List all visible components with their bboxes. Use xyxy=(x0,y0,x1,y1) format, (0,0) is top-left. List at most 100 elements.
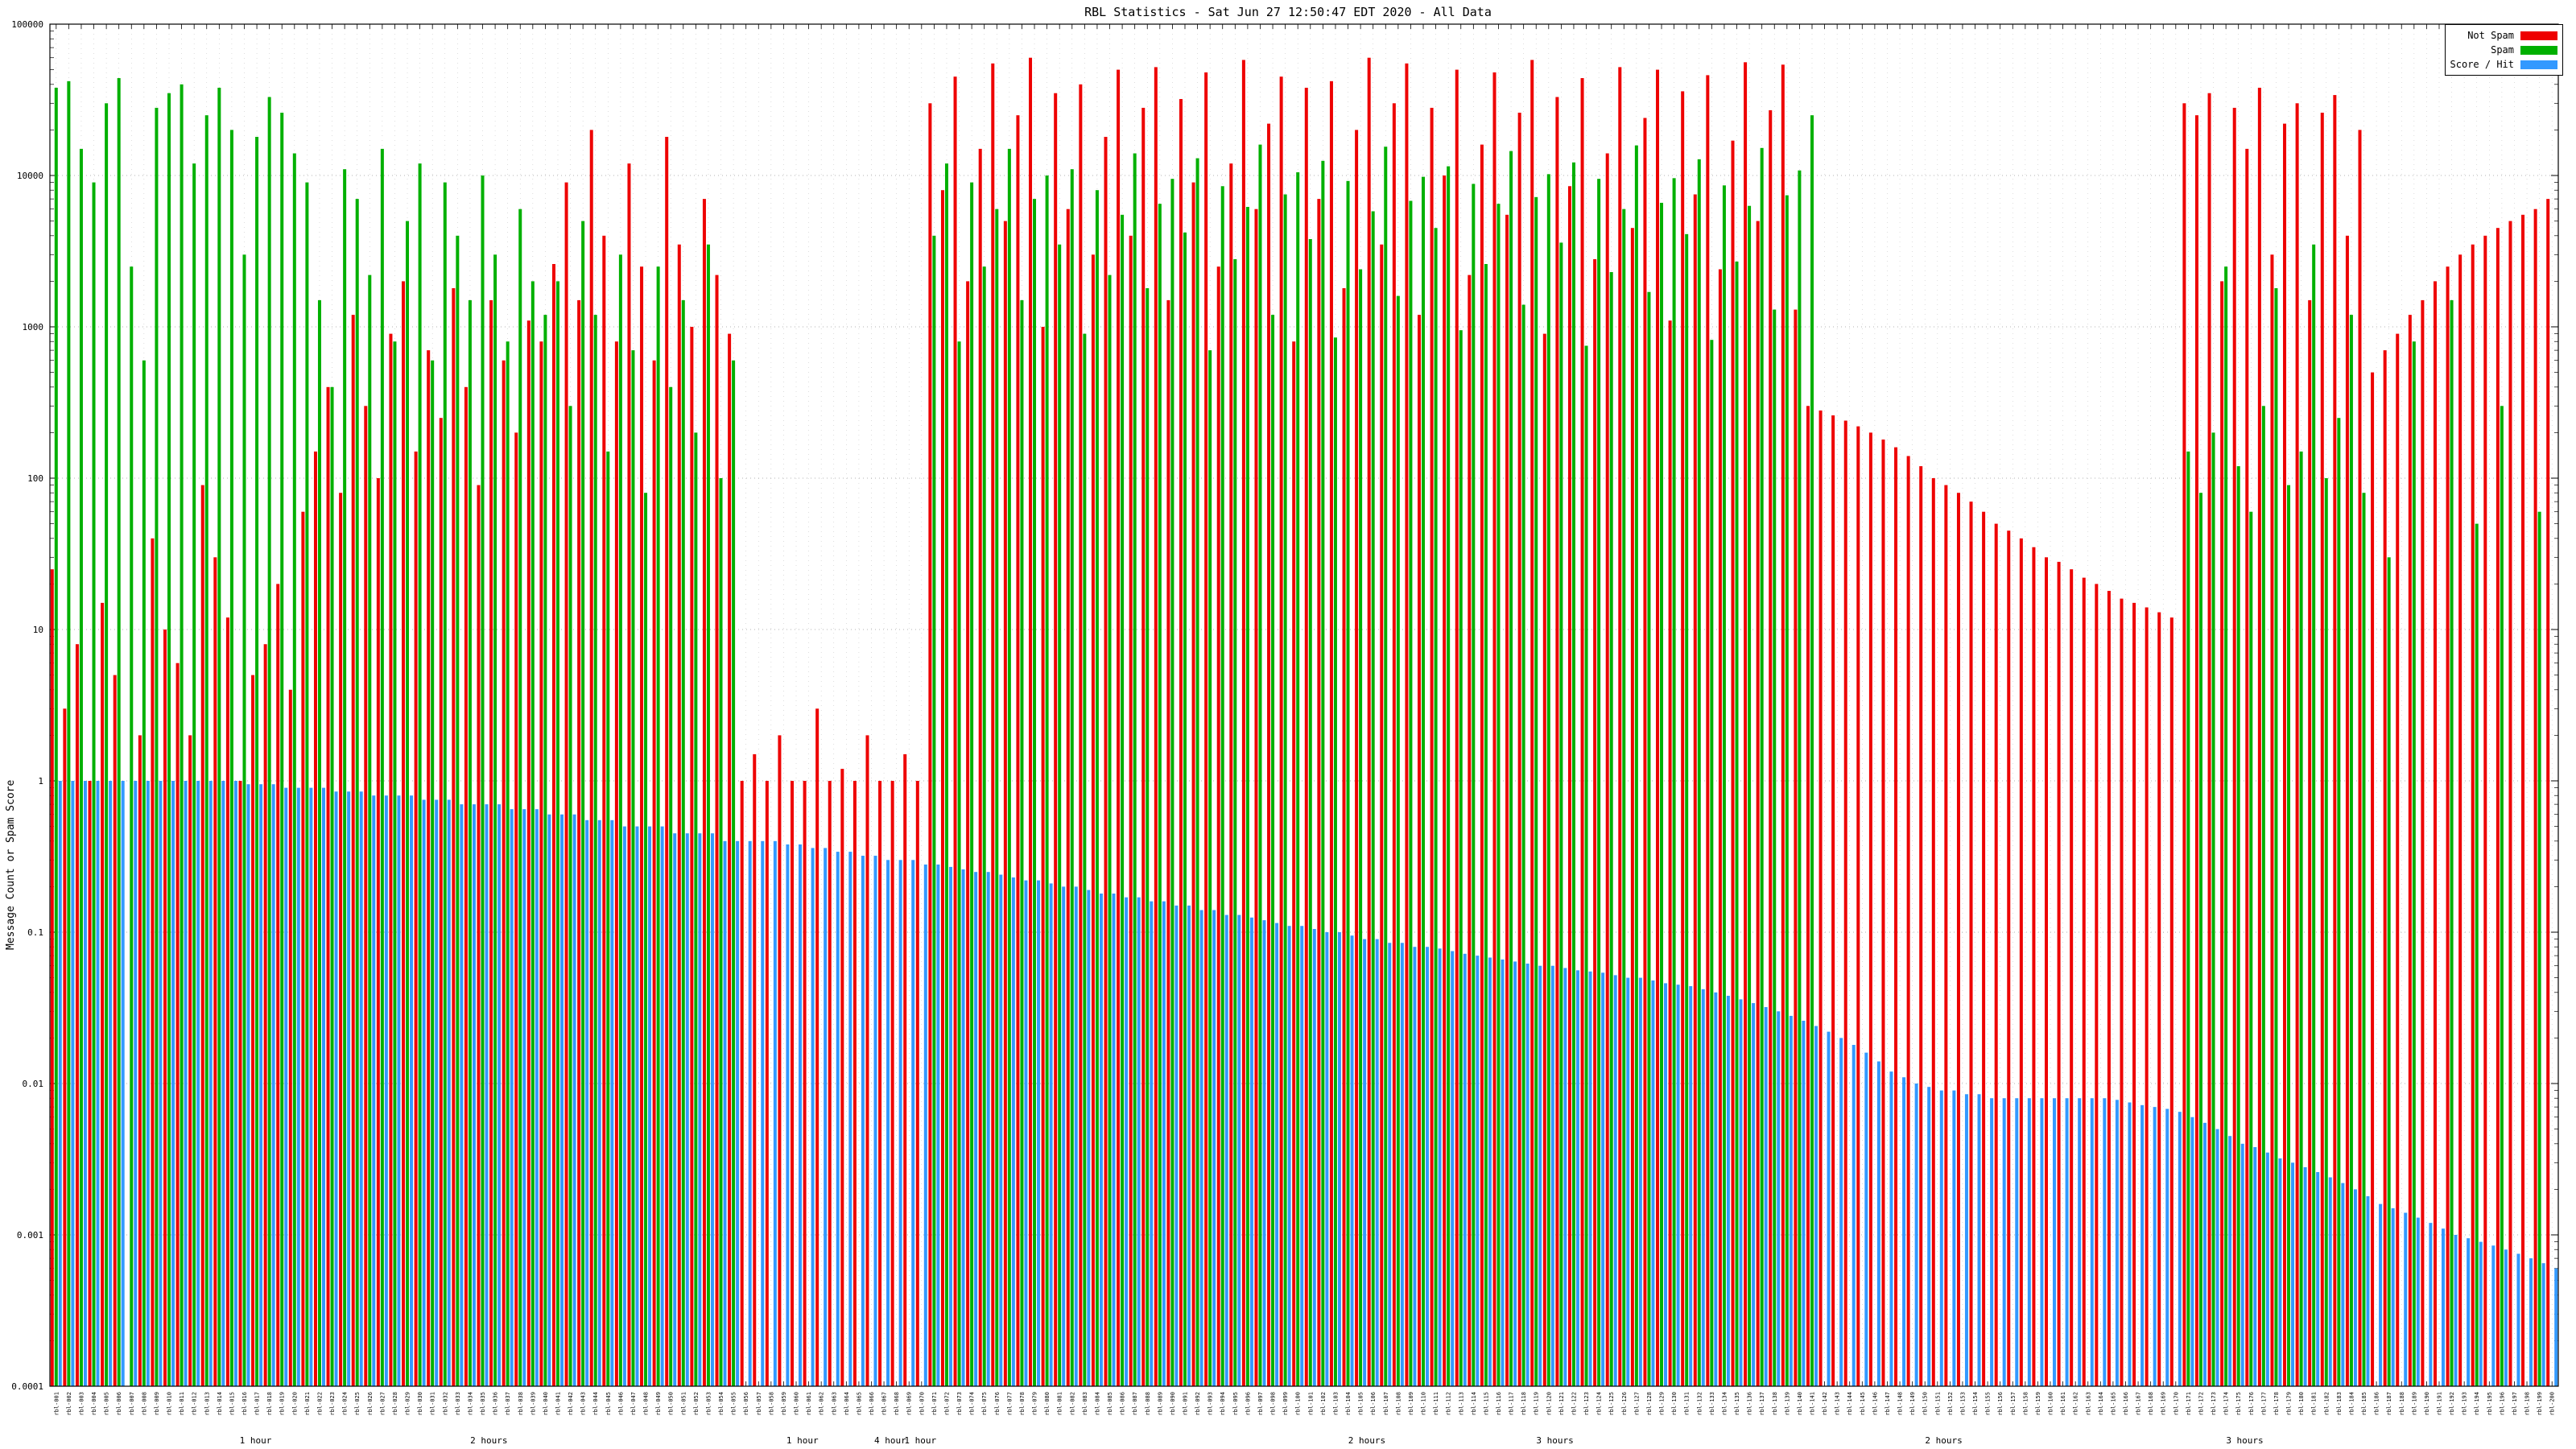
svg-text:rbl-024: rbl-024 xyxy=(342,1392,349,1416)
svg-text:rbl-074: rbl-074 xyxy=(969,1392,976,1416)
svg-text:rbl-198: rbl-198 xyxy=(2524,1392,2531,1416)
svg-text:rbl-015: rbl-015 xyxy=(229,1392,235,1416)
svg-text:rbl-157: rbl-157 xyxy=(2010,1392,2017,1416)
svg-text:rbl-103: rbl-103 xyxy=(1333,1392,1340,1416)
svg-text:rbl-185: rbl-185 xyxy=(2361,1392,2368,1416)
svg-text:10000: 10000 xyxy=(17,171,43,181)
svg-text:rbl-122: rbl-122 xyxy=(1571,1392,1578,1416)
svg-text:rbl-121: rbl-121 xyxy=(1558,1392,1565,1416)
svg-text:rbl-109: rbl-109 xyxy=(1408,1392,1414,1416)
legend-row-not-spam: Not Spam xyxy=(2450,28,2557,43)
svg-text:rbl-191: rbl-191 xyxy=(2437,1392,2443,1416)
chart-title: RBL Statistics - Sat Jun 27 12:50:47 EDT… xyxy=(1084,5,1492,19)
svg-text:rbl-017: rbl-017 xyxy=(254,1392,261,1416)
svg-text:rbl-196: rbl-196 xyxy=(2499,1392,2505,1416)
svg-text:rbl-051: rbl-051 xyxy=(680,1392,687,1416)
svg-text:rbl-018: rbl-018 xyxy=(266,1392,273,1416)
svg-text:2 hours: 2 hours xyxy=(1348,1435,1385,1446)
svg-text:rbl-087: rbl-087 xyxy=(1132,1392,1138,1416)
svg-text:rbl-147: rbl-147 xyxy=(1885,1392,1891,1416)
svg-text:rbl-014: rbl-014 xyxy=(217,1392,223,1416)
svg-text:rbl-012: rbl-012 xyxy=(192,1392,198,1416)
svg-text:rbl-062: rbl-062 xyxy=(819,1392,825,1416)
svg-text:rbl-071: rbl-071 xyxy=(931,1392,938,1416)
svg-text:rbl-050: rbl-050 xyxy=(668,1392,675,1416)
svg-text:rbl-156: rbl-156 xyxy=(1997,1392,2004,1416)
svg-text:rbl-128: rbl-128 xyxy=(1646,1392,1653,1416)
svg-text:rbl-098: rbl-098 xyxy=(1270,1392,1277,1416)
svg-text:rbl-055: rbl-055 xyxy=(731,1392,737,1416)
svg-text:rbl-039: rbl-039 xyxy=(530,1392,536,1416)
svg-text:rbl-193: rbl-193 xyxy=(2462,1392,2468,1416)
svg-text:rbl-200: rbl-200 xyxy=(2549,1392,2556,1416)
svg-text:rbl-177: rbl-177 xyxy=(2260,1392,2267,1416)
svg-text:rbl-111: rbl-111 xyxy=(1433,1392,1439,1416)
legend-label-not-spam: Not Spam xyxy=(2467,30,2514,41)
svg-text:rbl-013: rbl-013 xyxy=(204,1392,210,1416)
svg-text:3 hours: 3 hours xyxy=(2226,1435,2263,1446)
svg-text:rbl-164: rbl-164 xyxy=(2098,1392,2104,1416)
svg-text:rbl-092: rbl-092 xyxy=(1195,1392,1201,1416)
svg-text:rbl-142: rbl-142 xyxy=(1822,1392,1828,1416)
svg-text:rbl-125: rbl-125 xyxy=(1608,1392,1615,1416)
svg-text:rbl-171: rbl-171 xyxy=(2186,1392,2192,1416)
svg-text:rbl-054: rbl-054 xyxy=(718,1392,724,1416)
svg-text:rbl-095: rbl-095 xyxy=(1232,1392,1239,1416)
svg-text:rbl-148: rbl-148 xyxy=(1897,1392,1904,1416)
svg-text:rbl-105: rbl-105 xyxy=(1358,1392,1364,1416)
svg-text:rbl-165: rbl-165 xyxy=(2110,1392,2116,1416)
svg-text:rbl-135: rbl-135 xyxy=(1734,1392,1740,1416)
svg-text:rbl-127: rbl-127 xyxy=(1633,1392,1640,1416)
svg-text:2 hours: 2 hours xyxy=(1925,1435,1962,1446)
svg-text:rbl-140: rbl-140 xyxy=(1797,1392,1803,1416)
svg-text:rbl-194: rbl-194 xyxy=(2474,1392,2480,1416)
legend-label-spam: Spam xyxy=(2491,44,2514,56)
svg-text:rbl-163: rbl-163 xyxy=(2085,1392,2091,1416)
svg-text:rbl-019: rbl-019 xyxy=(279,1392,286,1416)
svg-text:rbl-058: rbl-058 xyxy=(768,1392,774,1416)
svg-text:0.1: 0.1 xyxy=(27,927,43,938)
svg-text:rbl-143: rbl-143 xyxy=(1835,1392,1841,1416)
svg-text:rbl-091: rbl-091 xyxy=(1183,1392,1189,1416)
svg-text:rbl-182: rbl-182 xyxy=(2323,1392,2330,1416)
svg-text:rbl-133: rbl-133 xyxy=(1709,1392,1715,1416)
svg-text:rbl-057: rbl-057 xyxy=(756,1392,762,1416)
svg-text:rbl-038: rbl-038 xyxy=(518,1392,524,1416)
svg-text:rbl-089: rbl-089 xyxy=(1157,1392,1163,1416)
svg-text:rbl-011: rbl-011 xyxy=(179,1392,185,1416)
svg-text:rbl-046: rbl-046 xyxy=(617,1392,624,1416)
svg-text:rbl-153: rbl-153 xyxy=(1959,1392,1966,1416)
svg-text:rbl-034: rbl-034 xyxy=(467,1392,473,1416)
svg-text:rbl-162: rbl-162 xyxy=(2073,1392,2079,1416)
svg-text:rbl-029: rbl-029 xyxy=(405,1392,411,1416)
svg-text:rbl-080: rbl-080 xyxy=(1044,1392,1051,1416)
svg-text:rbl-037: rbl-037 xyxy=(505,1392,511,1416)
svg-text:rbl-005: rbl-005 xyxy=(104,1392,110,1416)
svg-text:1 hour: 1 hour xyxy=(786,1435,819,1446)
svg-text:rbl-172: rbl-172 xyxy=(2198,1392,2205,1416)
svg-text:rbl-094: rbl-094 xyxy=(1220,1392,1226,1416)
svg-text:rbl-167: rbl-167 xyxy=(2136,1392,2142,1416)
svg-text:rbl-016: rbl-016 xyxy=(242,1392,248,1416)
svg-text:rbl-048: rbl-048 xyxy=(643,1392,650,1416)
svg-text:100000: 100000 xyxy=(11,19,43,30)
svg-text:rbl-126: rbl-126 xyxy=(1621,1392,1628,1416)
svg-text:rbl-076: rbl-076 xyxy=(994,1392,1001,1416)
svg-text:rbl-124: rbl-124 xyxy=(1596,1392,1603,1416)
svg-text:rbl-146: rbl-146 xyxy=(1872,1392,1878,1416)
svg-text:rbl-023: rbl-023 xyxy=(329,1392,336,1416)
svg-text:rbl-155: rbl-155 xyxy=(1985,1392,1992,1416)
svg-text:rbl-068: rbl-068 xyxy=(894,1392,900,1416)
svg-text:rbl-190: rbl-190 xyxy=(2424,1392,2430,1416)
svg-text:rbl-151: rbl-151 xyxy=(1934,1392,1941,1416)
svg-text:rbl-161: rbl-161 xyxy=(2060,1392,2066,1416)
svg-text:rbl-075: rbl-075 xyxy=(981,1392,988,1416)
svg-text:rbl-141: rbl-141 xyxy=(1810,1392,1816,1416)
svg-text:rbl-115: rbl-115 xyxy=(1483,1392,1489,1416)
svg-text:rbl-072: rbl-072 xyxy=(944,1392,951,1416)
svg-text:rbl-093: rbl-093 xyxy=(1208,1392,1214,1416)
svg-text:rbl-173: rbl-173 xyxy=(2211,1392,2217,1416)
svg-text:rbl-069: rbl-069 xyxy=(906,1392,913,1416)
svg-text:rbl-030: rbl-030 xyxy=(417,1392,423,1416)
